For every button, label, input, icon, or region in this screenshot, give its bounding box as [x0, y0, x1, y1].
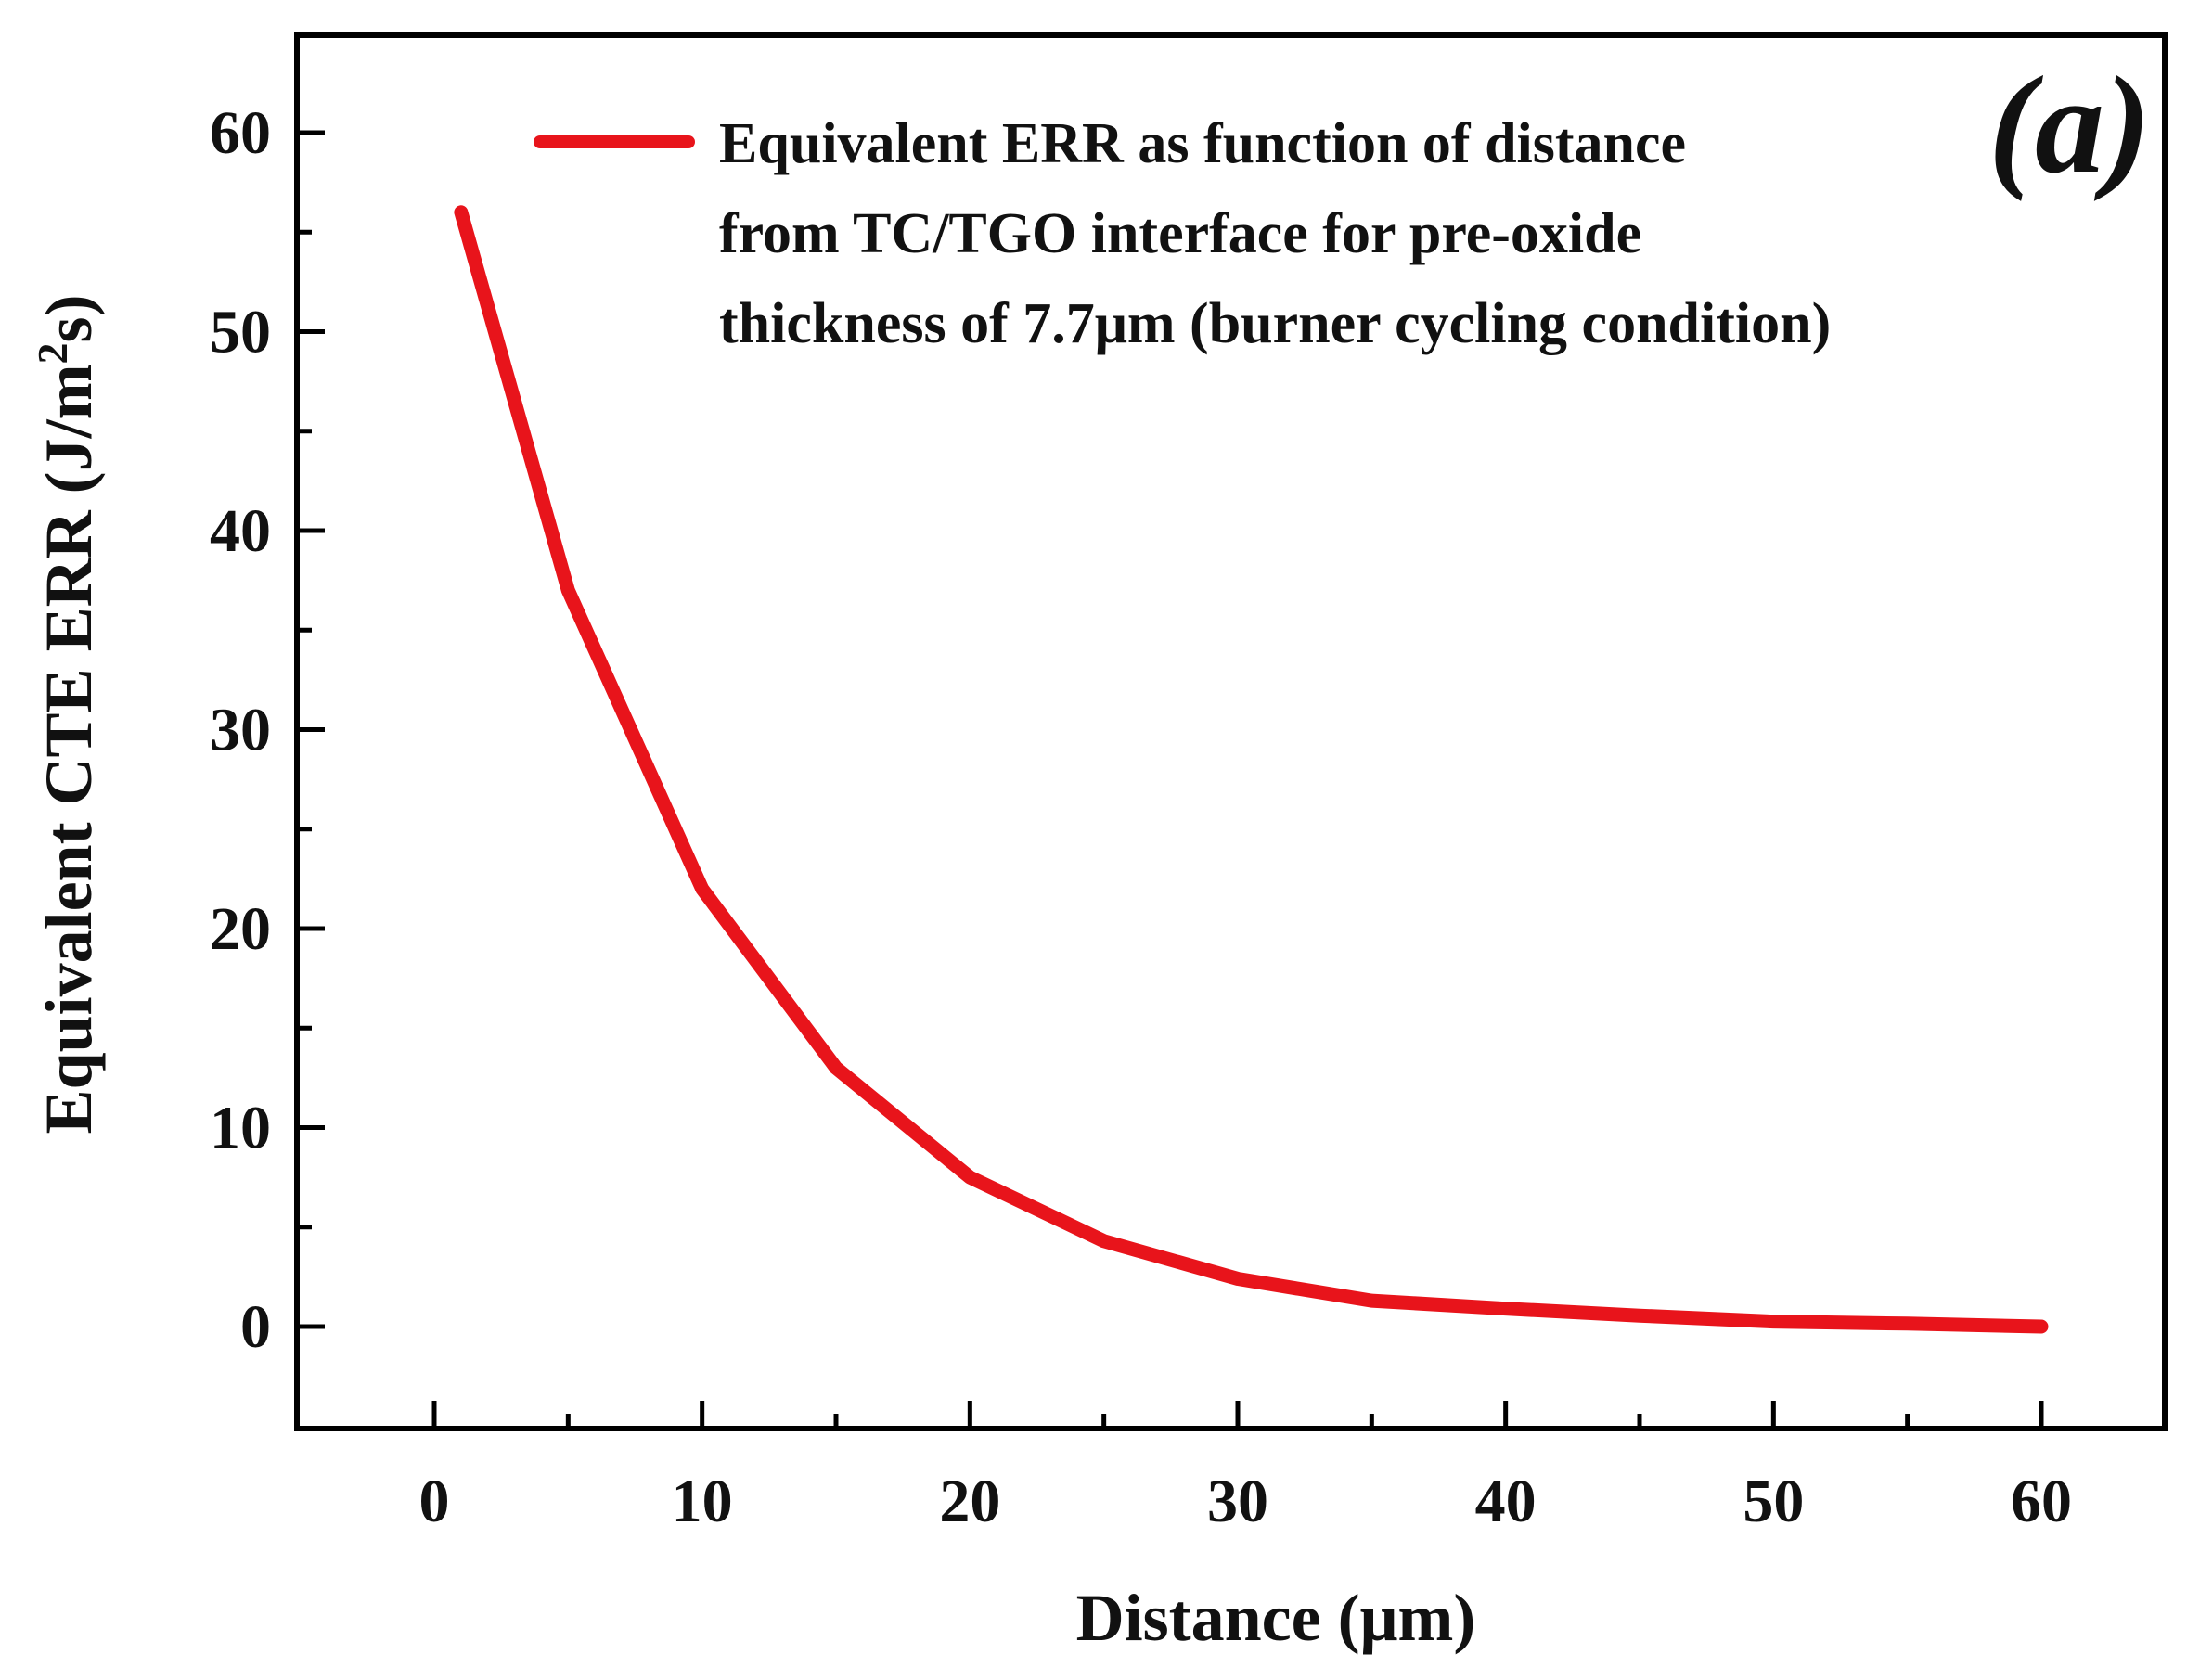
series-line: [454, 205, 2049, 1334]
panel-label: (a): [1988, 48, 2151, 202]
y-tick-label: 0: [240, 1293, 271, 1361]
x-tick-label: 0: [419, 1468, 450, 1535]
y-tick-label: 50: [210, 299, 271, 366]
x-tick-label: 10: [672, 1468, 733, 1535]
x-tick-label: 40: [1475, 1468, 1537, 1535]
legend-label-line: from TC/TGO interface for pre-oxide: [719, 202, 1641, 265]
y-tick-label: 10: [210, 1095, 271, 1162]
y-tick-label: 20: [210, 895, 271, 963]
x-axis-ticks: [431, 1401, 2044, 1429]
x-axis-tick-labels: 0 10 20 30 40 50 60: [419, 1468, 2073, 1535]
y-axis-title-tail: s): [32, 294, 106, 342]
x-tick-label: 60: [2011, 1468, 2072, 1535]
y-tick-label: 60: [210, 99, 271, 167]
x-tick-label: 30: [1207, 1468, 1268, 1535]
y-axis-title: Equivalent CTE ERR (J/m2s): [29, 294, 106, 1134]
x-axis-title: Distance (μm): [1076, 1581, 1476, 1655]
y-axis-title-sup: 2: [29, 342, 76, 364]
legend-label-line: thickness of 7.7μm (burner cycling condi…: [719, 292, 1831, 355]
y-axis-title-main: Equivalent CTE ERR (J/m: [32, 364, 106, 1134]
y-tick-label: 40: [210, 497, 271, 565]
legend: Equivalent ERR as function of distance fr…: [534, 112, 1831, 355]
y-axis-tick-labels: 0 10 20 30 40 50 60: [210, 99, 271, 1361]
y-axis-ticks: [297, 130, 325, 1329]
legend-label-line: Equivalent ERR as function of distance: [719, 112, 1686, 175]
legend-label: Equivalent ERR as function of distance fr…: [719, 112, 1831, 355]
x-tick-label: 20: [939, 1468, 1000, 1535]
x-tick-label: 50: [1743, 1468, 1804, 1535]
y-tick-label: 30: [210, 697, 271, 764]
